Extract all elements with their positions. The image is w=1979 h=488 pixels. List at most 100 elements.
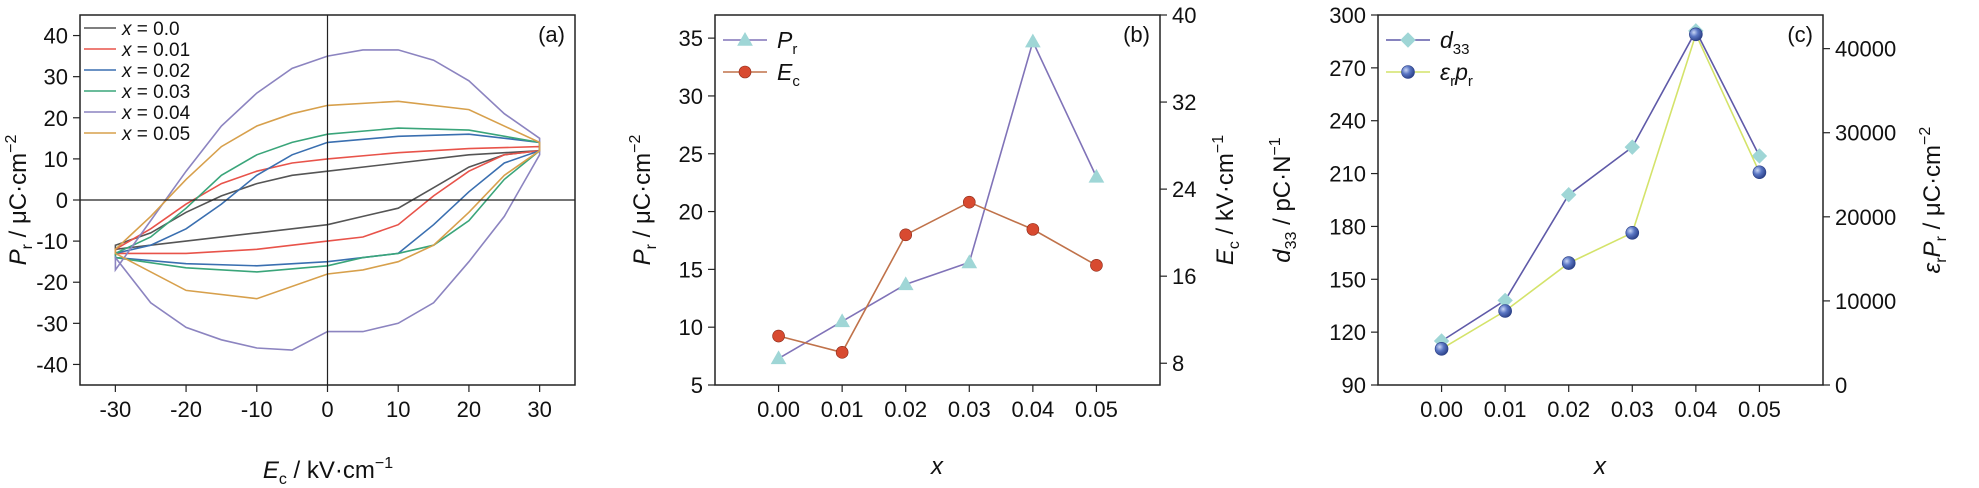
- series-line-0: [1441, 29, 1761, 342]
- series-0-point-2: [1561, 187, 1577, 203]
- series-1-point-1: [835, 346, 849, 359]
- panel-a-hysteresis: -30 -20 -10 0 10 20 30 -40 -30 -20 -10 0 10 20 30 40 x …: [3, 14, 576, 488]
- series-0-point-5: [1751, 148, 1768, 164]
- x-tick-label: 10: [386, 397, 410, 422]
- y-right-tick-label: 32: [1172, 90, 1196, 115]
- y-left-tick-label: 35: [679, 26, 703, 51]
- series-0-point-3: [961, 254, 978, 269]
- x-tick-label: 0.05: [1738, 397, 1781, 422]
- legend-label-3: x = 0.03: [121, 82, 190, 103]
- y-right-tick-label: 40: [1172, 3, 1196, 28]
- legend-label-1: εr​pr​: [1440, 59, 1473, 90]
- y-left-tick-label: 300: [1329, 3, 1366, 28]
- series-1-point-5: [1752, 165, 1767, 180]
- series-line-1: [778, 201, 1097, 354]
- y-left-tick-label: 150: [1329, 267, 1366, 292]
- y-tick-label: -30: [36, 311, 68, 336]
- x-tick-label: 20: [457, 397, 481, 422]
- y-tick-label: 30: [44, 65, 68, 90]
- panel-a-ticks: -30 -20 -10 0 10 20 30 -40 -30 -20 -10 0 10 20 30 40: [36, 24, 552, 422]
- y-left-tick-label: 120: [1329, 320, 1366, 345]
- x-tick-label: 0.05: [1075, 397, 1118, 422]
- panel-a-curves: [114, 49, 541, 351]
- y-left-tick-label: 180: [1329, 214, 1366, 239]
- series-1-point-0: [1434, 342, 1449, 356]
- x-tick-label: 0.00: [1420, 397, 1463, 422]
- x-tick-label: -30: [99, 397, 131, 422]
- x-tick-label: 0.01: [821, 397, 864, 422]
- legend-swatch-marker-1: [738, 65, 752, 79]
- y-left-tick-label: 15: [679, 257, 703, 282]
- x-tick-label: -10: [241, 397, 273, 422]
- y-tick-label: -10: [36, 229, 68, 254]
- panel-b-legend: Pr​Ec​: [723, 27, 800, 90]
- y-right-tick-label: 8: [1172, 351, 1184, 376]
- y-tick-label: -40: [36, 352, 68, 377]
- series-0-point-5: [1088, 168, 1105, 183]
- y-left-tick-label: 10: [679, 315, 703, 340]
- panel-a-ylabel: Pr / μC·cm−2: [3, 135, 36, 266]
- x-tick-label: 0.04: [1011, 397, 1054, 422]
- y-right-tick-label: 24: [1172, 177, 1196, 202]
- panel-b-series: [770, 33, 1105, 365]
- series-1-point-4: [1689, 27, 1703, 42]
- panel-c-ylabel-left: d33 / pC·N−1: [1267, 137, 1300, 263]
- y-tick-label: -20: [36, 270, 68, 295]
- legend-label-0: x = 0.0: [121, 19, 180, 40]
- legend-label-0: d33​: [1440, 27, 1469, 58]
- y-right-tick-label: 10000: [1835, 289, 1896, 314]
- panel-b-ticks: 0.00 0.01 0.02 0.03 0.04 0.05 5 10 15 20 25 30 35 8 16…: [679, 3, 1197, 422]
- legend-label-1: Ec​: [777, 59, 800, 90]
- series-0-point-2: [897, 276, 914, 291]
- x-tick-label: 30: [527, 397, 551, 422]
- panel-b-ylabel-right: Ec / kV·cm−1: [1210, 135, 1243, 265]
- panel-a-zero-lines: [80, 15, 575, 385]
- y-right-tick-label: 20000: [1835, 205, 1896, 230]
- x-tick-label: 0.02: [884, 397, 927, 422]
- y-right-tick-label: 30000: [1835, 121, 1896, 146]
- y-left-tick-label: 20: [679, 200, 703, 225]
- panel-c-d33-erpr: 0.00 0.01 0.02 0.03 0.04 0.05 90 120 150 180 210 24…: [1267, 3, 1950, 480]
- panel-a-xlabel: Ec / kV·cm−1: [263, 455, 393, 488]
- panel-b-pr-ec: 0.00 0.01 0.02 0.03 0.04 0.05 5 10 15 20 25 30 35 8 16…: [627, 3, 1243, 480]
- series-1-point-3: [962, 195, 976, 209]
- legend-swatch-marker-0: [1400, 32, 1416, 48]
- x-tick-label: 0.01: [1484, 397, 1527, 422]
- series-0-point-3: [1624, 139, 1640, 155]
- legend-label-5: x = 0.05: [121, 124, 190, 145]
- panel-b-frame: [714, 14, 1161, 386]
- y-right-tick-label: 16: [1172, 264, 1196, 289]
- y-tick-label: 10: [44, 147, 68, 172]
- y-left-tick-label: 210: [1329, 162, 1366, 187]
- legend-label-4: x = 0.04: [121, 103, 191, 124]
- series-line-1: [1441, 32, 1761, 350]
- y-left-tick-label: 270: [1329, 56, 1366, 81]
- panel-c-frame: [1377, 14, 1824, 386]
- legend-swatch-marker-1: [1401, 65, 1415, 79]
- x-tick-label: 0.04: [1674, 397, 1717, 422]
- y-tick-label: 20: [44, 106, 68, 131]
- x-tick-label: 0.00: [757, 397, 800, 422]
- panel-b-xlabel: x: [930, 453, 944, 480]
- y-right-tick-label: 40000: [1835, 37, 1896, 62]
- panel-c-legend: d33​εr​pr​: [1386, 27, 1473, 90]
- panel-a-legend: x = 0.0x = 0.01x = 0.02x = 0.03x = 0.04x…: [84, 19, 191, 145]
- series-line-0: [778, 39, 1098, 360]
- legend-label-0: Pr​: [777, 27, 797, 58]
- series-1-point-2: [899, 228, 913, 242]
- series-1-point-3: [1625, 225, 1640, 240]
- y-tick-label: 40: [44, 24, 68, 49]
- series-1-point-1: [1498, 304, 1512, 318]
- legend-label-1: x = 0.01: [121, 40, 190, 61]
- panel-c-ticks: 0.00 0.01 0.02 0.03 0.04 0.05 90 120 150 180 210 24…: [1329, 3, 1896, 422]
- x-tick-label: 0.03: [948, 397, 991, 422]
- legend-label-2: x = 0.02: [121, 61, 190, 82]
- x-tick-label: 0.03: [1611, 397, 1654, 422]
- series-1-point-2: [1561, 256, 1576, 270]
- panel-b-label: (b): [1123, 22, 1150, 47]
- series-0-point-0: [770, 350, 787, 365]
- panel-c-series: [1433, 23, 1768, 356]
- panel-c-xlabel: x: [1593, 453, 1607, 480]
- y-left-tick-label: 90: [1342, 373, 1366, 398]
